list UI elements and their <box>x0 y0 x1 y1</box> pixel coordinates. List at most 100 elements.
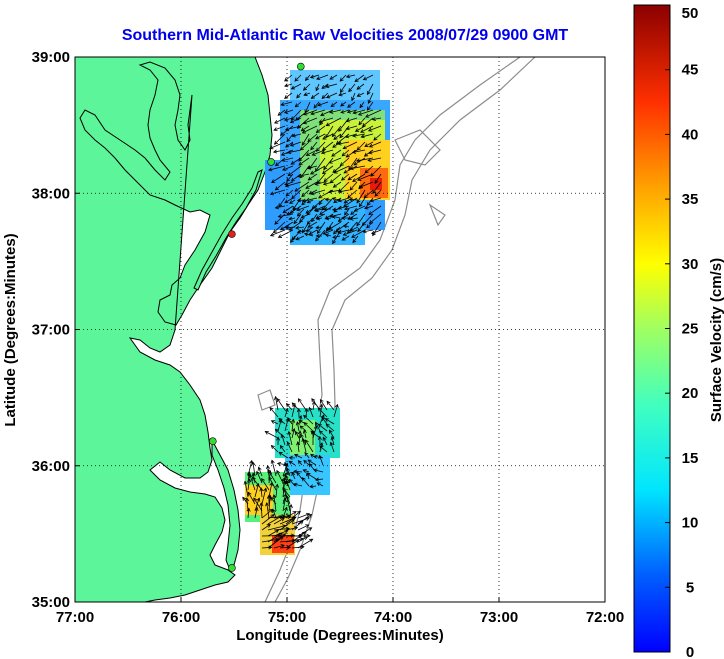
map-title: Southern Mid-Atlantic Raw Velocities 200… <box>122 27 569 44</box>
arrow-head <box>307 138 312 143</box>
arrow-shaft <box>311 213 318 222</box>
arrow-shaft <box>261 514 275 525</box>
arrow-shaft <box>367 83 374 95</box>
arrow-shaft <box>298 398 307 411</box>
arrow-shaft <box>363 189 374 199</box>
arrow-shaft <box>348 157 358 170</box>
arrow-head <box>337 198 342 203</box>
arrow-head <box>315 421 319 426</box>
arrow-head <box>288 455 293 460</box>
arrow-head <box>251 461 256 466</box>
arrow-shaft <box>287 417 293 425</box>
arrow-shaft <box>358 109 374 116</box>
arrow-shaft <box>364 205 374 209</box>
arrow-shaft <box>306 472 317 480</box>
arrow-shaft <box>311 197 326 209</box>
arrow-shaft <box>356 189 366 204</box>
x-axis-label: Longitude (Degrees:Minutes) <box>236 627 444 644</box>
arrow-head <box>290 85 295 90</box>
arrow-head <box>315 147 320 152</box>
arrow-shaft <box>362 117 374 127</box>
arrow-shaft <box>302 125 318 134</box>
arrow-shaft <box>351 92 356 101</box>
arrow-shaft <box>286 403 293 411</box>
arrow-head <box>313 468 318 473</box>
arrow-head <box>284 407 289 413</box>
arrow-shaft <box>305 74 311 81</box>
arrow-shaft <box>282 498 286 512</box>
arrow-shaft <box>301 125 310 132</box>
arrow-shaft <box>293 470 303 473</box>
arrow-shaft <box>246 498 249 512</box>
arrow-head <box>349 186 354 191</box>
arrow-shaft <box>319 430 328 439</box>
colorbar-ticks: 0 5 10 15 20 25 30 35 40 45 50 <box>665 4 698 659</box>
arrow-shaft <box>291 189 302 199</box>
arrow-head <box>368 150 373 155</box>
arrow-head <box>303 232 309 237</box>
arrow-head <box>322 436 327 441</box>
arrow-head <box>310 146 315 151</box>
arrow-shaft <box>298 157 310 166</box>
arrow-head <box>300 174 304 179</box>
arrow-shaft <box>247 508 250 519</box>
arrow-shaft <box>353 157 366 166</box>
arrow-shaft <box>286 480 291 491</box>
arrow-head <box>294 77 299 82</box>
arrow-shaft <box>333 181 342 188</box>
arrow-shaft <box>303 422 314 432</box>
arrow-shaft <box>306 208 314 216</box>
arrow-head <box>366 90 371 96</box>
arrow-head <box>279 444 284 450</box>
arrow-shaft <box>281 434 286 446</box>
bathymetry-contours <box>257 57 536 602</box>
arrow-shaft <box>273 149 286 153</box>
arrow-shaft <box>341 149 350 157</box>
arrow-head <box>323 207 328 212</box>
arrow-shaft <box>275 484 278 498</box>
arrow-head <box>316 76 321 81</box>
arrow-head <box>318 201 323 206</box>
arrow-shaft <box>287 441 293 453</box>
arrow-head <box>357 111 363 116</box>
arrow-shaft <box>290 141 302 147</box>
arrow-shaft <box>294 74 302 82</box>
arrow-head <box>366 106 371 111</box>
arrow-shaft <box>303 430 307 439</box>
arrow-head <box>291 471 296 477</box>
arrow-head <box>247 478 252 483</box>
arrow-head <box>343 203 348 207</box>
arrow-head <box>341 152 346 157</box>
arrow-head <box>356 199 361 204</box>
arrow-head <box>296 94 301 99</box>
arrow-shaft <box>317 173 326 184</box>
arrow-head <box>253 497 258 502</box>
arrow-head <box>353 161 358 166</box>
arrow-head <box>320 112 325 117</box>
arrow-shaft <box>289 221 302 231</box>
arrow-head <box>358 185 363 190</box>
arrow-head <box>350 211 355 215</box>
arrow-shaft <box>291 520 304 531</box>
arrow-shaft <box>280 125 294 136</box>
arrow-head <box>367 127 373 132</box>
arrow-head <box>322 135 327 140</box>
colorbar-tick-label: 5 <box>686 579 694 596</box>
arrow-head <box>284 95 289 99</box>
arrow-head <box>296 229 302 234</box>
arrow-head <box>356 146 361 151</box>
arrow-head <box>307 223 312 228</box>
arrow-head <box>318 194 323 199</box>
arrow-shaft <box>258 467 263 477</box>
arrow-shaft <box>315 478 324 481</box>
arrow-head <box>269 406 274 412</box>
arrow-shaft <box>370 165 382 177</box>
arrow-shaft <box>273 494 277 512</box>
arrow-shaft <box>278 197 286 207</box>
arrow-shaft <box>317 221 326 234</box>
arrow-head <box>346 109 352 114</box>
station-marker <box>209 437 217 446</box>
velocity-arrows <box>242 74 382 550</box>
arrow-head <box>284 183 290 188</box>
arrow-head <box>288 216 293 221</box>
